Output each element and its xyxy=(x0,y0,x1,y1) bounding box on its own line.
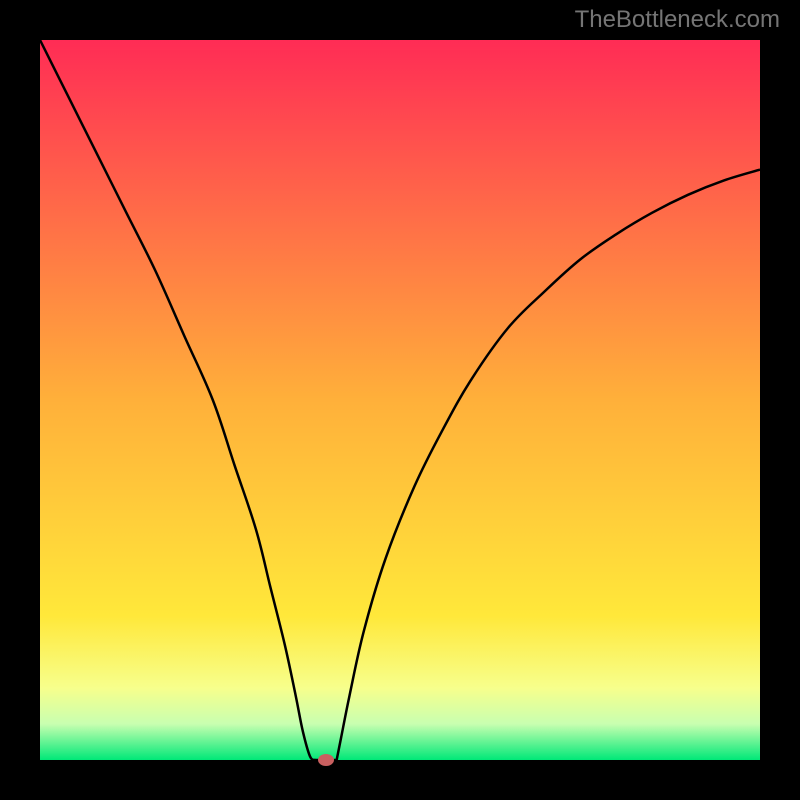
curve-left-branch xyxy=(40,40,315,760)
watermark-text: TheBottleneck.com xyxy=(575,6,780,34)
curve-right-branch xyxy=(337,170,760,760)
gradient-plot-area xyxy=(40,40,760,760)
chart-container: TheBottleneck.com xyxy=(0,0,800,800)
curve-svg xyxy=(40,40,760,760)
minimum-marker xyxy=(318,754,334,766)
